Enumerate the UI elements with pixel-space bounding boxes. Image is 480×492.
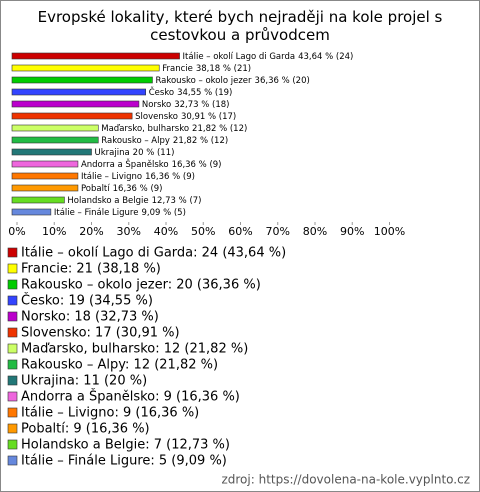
legend-swatch xyxy=(7,327,18,338)
legend-swatch xyxy=(7,407,18,418)
legend-label: Norsko: 18 (32,73 %) xyxy=(21,310,159,325)
legend-label: Rakousko – Alpy: 12 (21,82 %) xyxy=(21,358,218,373)
legend-swatch xyxy=(7,359,18,370)
value-label: 16,36 % (9) xyxy=(113,184,163,194)
legend-swatch xyxy=(7,343,18,354)
value-label: 21,82 % (12) xyxy=(173,136,228,146)
legend-label: Itálie – okolí Lago di Garda: 24 (43,64 … xyxy=(21,246,286,261)
value-label: 36,36 % (20) xyxy=(255,76,310,86)
bar xyxy=(11,124,99,132)
bar xyxy=(11,136,99,144)
bar xyxy=(11,148,92,156)
bar xyxy=(11,76,153,84)
x-tick-label: 50% xyxy=(191,225,215,238)
legend-label: Pobaltí: 9 (16,36 %) xyxy=(21,422,150,437)
bar xyxy=(11,196,65,204)
x-tick-label: 40% xyxy=(154,225,178,238)
bar xyxy=(11,52,180,60)
legend-swatch xyxy=(7,391,18,402)
legend-label: Ukrajina: 11 (20 %) xyxy=(21,374,147,389)
legend-label: Francie: 21 (38,18 %) xyxy=(21,262,161,277)
value-label: 30,91 % (17) xyxy=(181,112,236,122)
bar-label: Rakousko – Alpy 21,82 % (12) xyxy=(101,136,228,146)
bar-label: Itálie – Livigno 16,36 % (9) xyxy=(81,172,195,182)
bar-category: Itálie – Finále Ligure xyxy=(54,208,139,218)
legend-swatch xyxy=(7,263,18,274)
value-label: 12,73 % (7) xyxy=(152,196,202,206)
x-tick-label: 70% xyxy=(266,225,290,238)
bar-label: Itálie – Finále Ligure 9,09 % (5) xyxy=(54,208,186,218)
bar-category: Rakousko – Alpy xyxy=(101,136,170,146)
bar-category: Slovensko xyxy=(135,112,178,122)
x-tick-label: 80% xyxy=(303,225,327,238)
legend-swatch xyxy=(7,295,18,306)
legend-label: Itálie – Finále Ligure: 5 (9,09 %) xyxy=(21,454,227,469)
bar xyxy=(11,184,79,192)
x-tick-label: 100% xyxy=(374,225,405,238)
bar-label: Francie 38,18 % (21) xyxy=(162,64,251,74)
chart-title: Evropské lokality, které bych nejraději … xyxy=(37,8,443,44)
x-tick-label: 30% xyxy=(117,225,141,238)
x-tick-label: 10% xyxy=(42,225,66,238)
value-label: 20 % (11) xyxy=(133,148,175,158)
legend-swatch xyxy=(7,311,18,322)
bar xyxy=(11,100,140,108)
bar-label: Ukrajina 20 % (11) xyxy=(95,148,175,158)
bar xyxy=(11,208,52,216)
bar xyxy=(11,64,160,72)
legend-swatch xyxy=(7,247,18,258)
x-tick-label: 90% xyxy=(340,225,364,238)
legend-swatch xyxy=(7,455,18,466)
bar xyxy=(11,88,146,96)
bar-category: Andorra a Španělsko xyxy=(81,158,169,170)
bar-label: Andorra a Španělsko 16,36 % (9) xyxy=(81,158,222,170)
value-label: 38,18 % (21) xyxy=(196,64,251,74)
value-label: 16,36 % (9) xyxy=(145,172,195,182)
bar-label: Rakousko – okolo jezer 36,36 % (20) xyxy=(155,76,309,86)
legend-label: Rakousko – okolo jezer: 20 (36,36 %) xyxy=(21,278,261,293)
x-tick-label: 60% xyxy=(228,225,252,238)
bar-label: Maďarsko, bulharsko 21,82 % (12) xyxy=(101,124,247,134)
value-label: 9,09 % (5) xyxy=(141,208,185,218)
value-label: 34,55 % (19) xyxy=(177,88,232,98)
x-tick-label: 0% xyxy=(8,225,25,238)
value-label: 21,82 % (12) xyxy=(192,124,247,134)
legend-label: Česko: 19 (34,55 %) xyxy=(21,293,153,309)
bar xyxy=(11,160,79,168)
legend-swatch xyxy=(7,279,18,290)
bar-category: Česko xyxy=(149,86,174,98)
legend-label: Slovensko: 17 (30,91 %) xyxy=(21,326,180,341)
bar-category: Itálie – okolí Lago di Garda xyxy=(183,52,296,62)
bar-category: Pobaltí xyxy=(81,184,110,194)
legend-label: Maďarsko, bulharsko: 12 (21,82 %) xyxy=(21,342,248,357)
bar-category: Norsko xyxy=(142,100,171,110)
bar-label: Itálie – okolí Lago di Garda 43,64 % (24) xyxy=(183,52,354,62)
bar-category: Maďarsko, bulharsko xyxy=(101,124,189,134)
legend-label: Itálie – Livigno: 9 (16,36 %) xyxy=(21,406,199,421)
bar xyxy=(11,172,79,180)
legend-label: Holandsko a Belgie: 7 (12,73 %) xyxy=(21,438,230,453)
bar-label: Česko 34,55 % (19) xyxy=(149,86,233,98)
bar-category: Holandsko a Belgie xyxy=(67,196,148,206)
legend-label: Andorra a Španělsko: 9 (16,36 %) xyxy=(21,389,240,405)
legend-swatch xyxy=(7,375,18,386)
source: zdroj: https://dovolena-na-kole.vyplnto.… xyxy=(221,473,470,487)
bar-label: Norsko 32,73 % (18) xyxy=(142,100,230,110)
bar-category: Ukrajina xyxy=(95,148,130,158)
legend-swatch xyxy=(7,423,18,434)
value-label: 32,73 % (18) xyxy=(174,100,229,110)
value-label: 43,64 % (24) xyxy=(298,52,353,62)
bar xyxy=(11,112,133,120)
bar-label: Pobaltí 16,36 % (9) xyxy=(81,184,163,194)
bar-label: Slovensko 30,91 % (17) xyxy=(135,112,236,122)
bar-category: Rakousko – okolo jezer xyxy=(155,76,252,86)
legend-swatch xyxy=(7,439,18,450)
bar-label: Holandsko a Belgie 12,73 % (7) xyxy=(67,196,201,206)
value-label: 16,36 % (9) xyxy=(172,160,222,170)
x-tick-label: 20% xyxy=(79,225,103,238)
bar-category: Francie xyxy=(162,64,193,74)
bar-category: Itálie – Livigno xyxy=(81,172,142,182)
